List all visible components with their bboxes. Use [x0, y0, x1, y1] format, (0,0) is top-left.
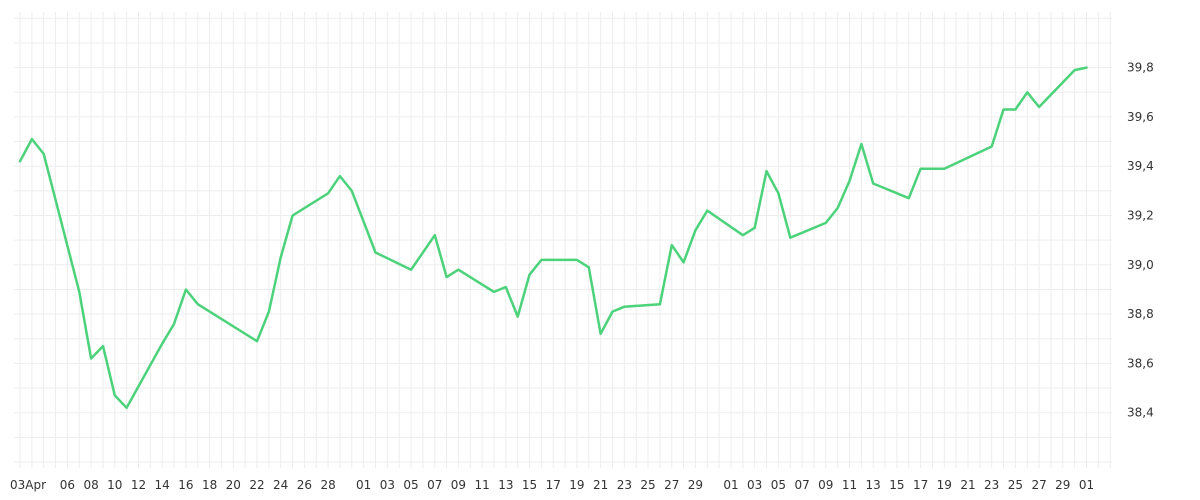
y-tick-label: 38,8: [1127, 307, 1154, 321]
grid-lines: [14, 12, 1112, 468]
x-tick-label: 09: [818, 478, 833, 492]
y-axis-tick-labels: 38,4 38,6 38,8 39,0 39,2 39,4 39,6 39,8: [1127, 61, 1154, 420]
x-tick-label: 01: [356, 478, 371, 492]
x-tick-label: 24: [273, 478, 288, 492]
x-tick-label: 16: [178, 478, 193, 492]
y-tick-label: 39,8: [1127, 61, 1154, 75]
x-tick-label: 28: [320, 478, 335, 492]
x-tick-label: 01: [723, 478, 738, 492]
x-axis-tick-labels: 03Apr 06 08 10 12 14 16 18 20 22 24 26 28 01 03 05 07 09 1…: [10, 478, 1094, 492]
x-tick-label: 25: [640, 478, 655, 492]
x-tick-label: 19: [937, 478, 952, 492]
x-tick-label: 15: [889, 478, 904, 492]
x-tick-label: 25: [1008, 478, 1023, 492]
x-tick-label: 14: [155, 478, 170, 492]
x-tick-label: 06: [60, 478, 75, 492]
x-tick-label: 23: [617, 478, 632, 492]
x-tick-label: 07: [427, 478, 442, 492]
x-tick-label: 20: [226, 478, 241, 492]
x-tick-label: 29: [688, 478, 703, 492]
x-tick-label: 03Apr: [10, 478, 46, 492]
y-tick-label: 39,2: [1127, 209, 1154, 223]
y-tick-label: 39,6: [1127, 110, 1154, 124]
x-tick-label: 03: [380, 478, 395, 492]
x-tick-label: 03: [747, 478, 762, 492]
x-tick-label: 17: [546, 478, 561, 492]
series-layer: [18, 66, 1088, 410]
x-tick-label: 13: [866, 478, 881, 492]
y-tick-label: 38,4: [1127, 406, 1154, 420]
x-tick-label: 05: [771, 478, 786, 492]
x-tick-label: 21: [593, 478, 608, 492]
x-tick-label: 12: [131, 478, 146, 492]
x-tick-label: 22: [249, 478, 264, 492]
y-tick-label: 39,0: [1127, 258, 1154, 272]
x-tick-label: 29: [1055, 478, 1070, 492]
x-tick-label: 05: [403, 478, 418, 492]
y-tick-label: 39,4: [1127, 159, 1154, 173]
x-tick-label: 18: [202, 478, 217, 492]
series-line: [18, 66, 1088, 410]
x-tick-label: 10: [107, 478, 122, 492]
x-tick-label: 15: [522, 478, 537, 492]
x-tick-label: 23: [984, 478, 999, 492]
x-tick-label: 11: [842, 478, 857, 492]
x-tick-label: 07: [794, 478, 809, 492]
y-tick-label: 38,6: [1127, 356, 1154, 370]
x-tick-label: 09: [451, 478, 466, 492]
x-tick-label: 08: [83, 478, 98, 492]
x-tick-label: 19: [569, 478, 584, 492]
x-tick-label: 27: [664, 478, 679, 492]
x-tick-label: 11: [475, 478, 490, 492]
x-tick-label: 21: [960, 478, 975, 492]
x-tick-label: 26: [297, 478, 312, 492]
x-tick-label: 17: [913, 478, 928, 492]
x-tick-label: 13: [498, 478, 513, 492]
x-tick-label: 01: [1079, 478, 1094, 492]
x-tick-label: 27: [1031, 478, 1046, 492]
